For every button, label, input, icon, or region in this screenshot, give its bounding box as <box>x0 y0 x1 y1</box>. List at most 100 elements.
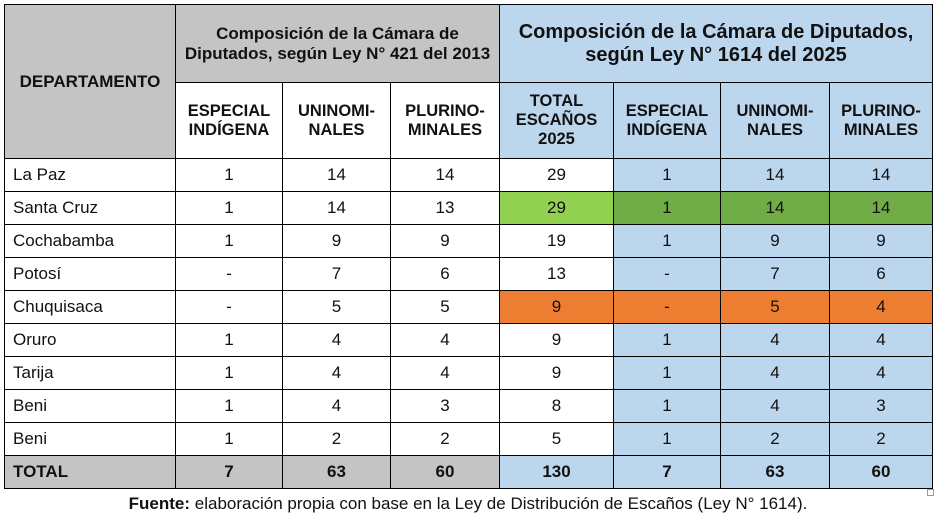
table-row: Potosí - 7 6 13 - 7 6 <box>4 257 933 291</box>
table-row: Cochabamba 1 9 9 19 1 9 9 <box>4 224 933 258</box>
cell-plurinominales-2013: 13 <box>390 191 500 225</box>
cell-especial-2025: 1 <box>613 356 721 390</box>
header-especial-2013: ESPECIAL INDÍGENA <box>175 82 283 159</box>
cell-especial-2025: 1 <box>613 323 721 357</box>
cell-especial-2025: 1 <box>613 389 721 423</box>
cell-especial-2025: 1 <box>613 191 721 225</box>
cell-plurinominales-2013: 6 <box>390 257 500 291</box>
cell-especial-2025: - <box>613 257 721 291</box>
header-total-escanos-2025: TOTAL ESCAÑOS 2025 <box>499 82 614 159</box>
cell-uninominales-2025: 2 <box>720 422 830 456</box>
cell-uninominales-2025: 4 <box>720 323 830 357</box>
total-uninominales-2025: 63 <box>720 455 830 489</box>
cell-total-2025: 29 <box>499 158 614 192</box>
cell-especial-2013: 1 <box>175 389 283 423</box>
cell-departamento: Beni <box>4 389 176 423</box>
cell-uninominales-2013: 4 <box>282 356 391 390</box>
cell-especial-2025: 1 <box>613 422 721 456</box>
cell-plurinominales-2013: 3 <box>390 389 500 423</box>
cell-especial-2013: 1 <box>175 224 283 258</box>
cell-uninominales-2013: 14 <box>282 191 391 225</box>
cell-uninominales-2025: 7 <box>720 257 830 291</box>
header-especial-2025: ESPECIAL INDÍGENA <box>613 82 721 159</box>
footnote-label: Fuente: <box>128 494 191 513</box>
cell-plurinominales-2025: 14 <box>829 191 933 225</box>
header-uninominales-2013: UNINOMI-NALES <box>282 82 391 159</box>
cell-uninominales-2013: 14 <box>282 158 391 192</box>
table-row: Oruro 1 4 4 9 1 4 4 <box>4 323 933 357</box>
cell-departamento: Potosí <box>4 257 176 291</box>
cell-uninominales-2013: 7 <box>282 257 391 291</box>
seat-distribution-table: DEPARTAMENTO Composición de la Cámara de… <box>4 4 933 489</box>
resize-handle <box>927 489 934 496</box>
cell-uninominales-2025: 14 <box>720 191 830 225</box>
total-especial-2013: 7 <box>175 455 283 489</box>
cell-plurinominales-2013: 9 <box>390 224 500 258</box>
footnote-text: elaboración propia con base en la Ley de… <box>190 494 808 513</box>
cell-uninominales-2013: 4 <box>282 323 391 357</box>
table-row: La Paz 1 14 14 29 1 14 14 <box>4 158 933 192</box>
table-row: Chuquisaca - 5 5 9 - 5 4 <box>4 290 933 324</box>
header-composicion-2025: Composición de la Cámara de Diputados, s… <box>499 4 933 83</box>
cell-especial-2025: - <box>613 290 721 324</box>
cell-departamento: Santa Cruz <box>4 191 176 225</box>
cell-total-2025: 19 <box>499 224 614 258</box>
cell-uninominales-2025: 14 <box>720 158 830 192</box>
table-row: Beni 1 4 3 8 1 4 3 <box>4 389 933 423</box>
table-row: Santa Cruz 1 14 13 29 1 14 14 <box>4 191 933 225</box>
source-footnote: Fuente: elaboración propia con base en l… <box>0 494 936 514</box>
table-row: Tarija 1 4 4 9 1 4 4 <box>4 356 933 390</box>
cell-departamento: Beni <box>4 422 176 456</box>
cell-especial-2013: 1 <box>175 422 283 456</box>
cell-departamento: Tarija <box>4 356 176 390</box>
cell-plurinominales-2025: 4 <box>829 290 933 324</box>
header-uninominales-2025: UNINOMI-NALES <box>720 82 830 159</box>
header-departamento: DEPARTAMENTO <box>4 4 176 159</box>
cell-departamento: La Paz <box>4 158 176 192</box>
cell-plurinominales-2013: 5 <box>390 290 500 324</box>
header-composicion-2013: Composición de la Cámara de Diputados, s… <box>175 4 500 83</box>
cell-departamento: Oruro <box>4 323 176 357</box>
header-plurinominales-2013: PLURINO-MINALES <box>390 82 500 159</box>
cell-especial-2013: 1 <box>175 191 283 225</box>
cell-uninominales-2013: 9 <box>282 224 391 258</box>
cell-total-2025: 29 <box>499 191 614 225</box>
cell-total-2025: 9 <box>499 323 614 357</box>
total-label: TOTAL <box>4 455 176 489</box>
cell-plurinominales-2025: 14 <box>829 158 933 192</box>
total-row: TOTAL 7 63 60 130 7 63 60 <box>4 455 933 489</box>
cell-plurinominales-2025: 9 <box>829 224 933 258</box>
cell-plurinominales-2013: 4 <box>390 323 500 357</box>
cell-uninominales-2013: 2 <box>282 422 391 456</box>
cell-plurinominales-2025: 4 <box>829 356 933 390</box>
total-plurinominales-2025: 60 <box>829 455 933 489</box>
cell-total-2025: 8 <box>499 389 614 423</box>
table-row: Beni 1 2 2 5 1 2 2 <box>4 422 933 456</box>
cell-departamento: Chuquisaca <box>4 290 176 324</box>
cell-departamento: Cochabamba <box>4 224 176 258</box>
cell-uninominales-2025: 4 <box>720 389 830 423</box>
cell-plurinominales-2025: 4 <box>829 323 933 357</box>
cell-plurinominales-2025: 2 <box>829 422 933 456</box>
cell-plurinominales-2013: 14 <box>390 158 500 192</box>
header-plurinominales-2025: PLURINO-MINALES <box>829 82 933 159</box>
cell-plurinominales-2025: 6 <box>829 257 933 291</box>
cell-uninominales-2013: 5 <box>282 290 391 324</box>
cell-uninominales-2025: 4 <box>720 356 830 390</box>
cell-total-2025: 9 <box>499 356 614 390</box>
cell-total-2025: 13 <box>499 257 614 291</box>
cell-plurinominales-2013: 4 <box>390 356 500 390</box>
cell-uninominales-2025: 5 <box>720 290 830 324</box>
cell-especial-2013: - <box>175 290 283 324</box>
cell-total-2025: 9 <box>499 290 614 324</box>
cell-especial-2013: 1 <box>175 323 283 357</box>
cell-plurinominales-2013: 2 <box>390 422 500 456</box>
cell-especial-2013: 1 <box>175 356 283 390</box>
cell-plurinominales-2025: 3 <box>829 389 933 423</box>
total-plurinominales-2013: 60 <box>390 455 500 489</box>
cell-especial-2013: 1 <box>175 158 283 192</box>
cell-uninominales-2025: 9 <box>720 224 830 258</box>
cell-total-2025: 5 <box>499 422 614 456</box>
cell-especial-2025: 1 <box>613 158 721 192</box>
